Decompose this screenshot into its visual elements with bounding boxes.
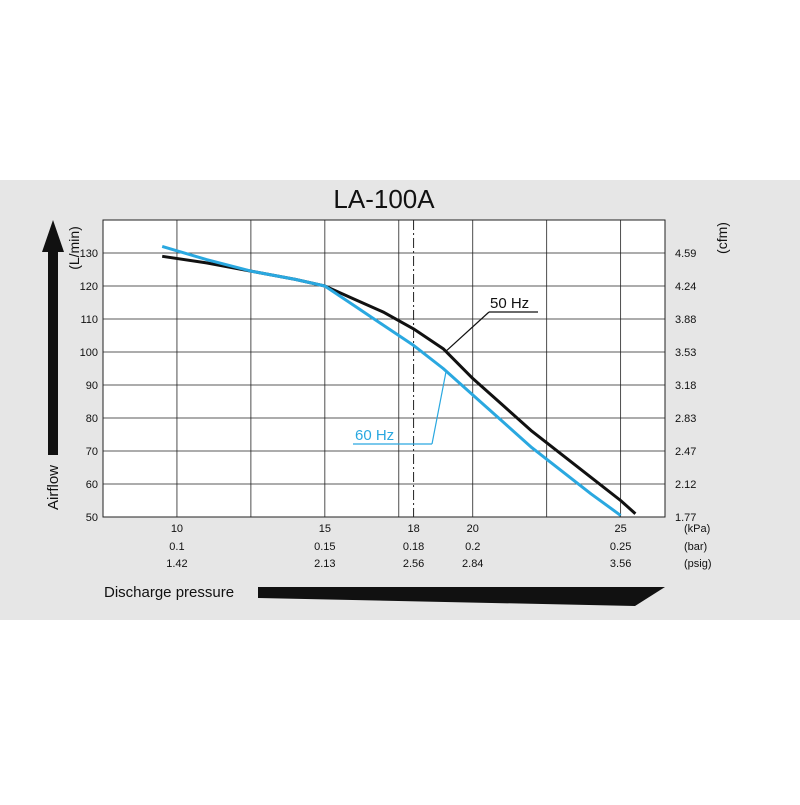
- x-unit-label: (kPa): [684, 523, 710, 535]
- x-tick-label-bar: 0.18: [403, 541, 424, 553]
- discharge-arrow-icon: [258, 587, 665, 606]
- airflow-arrow-icon: [42, 220, 64, 455]
- x-tick-labels: 10 0.1 1.42 15 0.15 2.13 18 0.18 2.56 20 0.2 2.84 25…: [166, 523, 711, 570]
- leader-line-60hz: [431, 371, 447, 445]
- left-y-tick-label: 60: [86, 479, 98, 491]
- right-y-tick-label: 4.24: [675, 281, 696, 293]
- left-y-tick-label: 100: [80, 347, 98, 359]
- right-y-tick-label: 2.47: [675, 446, 696, 458]
- x-tick-label-psig: 1.42: [166, 558, 187, 570]
- leader-line-50hz: [445, 311, 490, 352]
- x-tick-label-bar: 0.1: [169, 541, 184, 553]
- left-y-tick-label: 70: [86, 446, 98, 458]
- chart-title: LA-100A: [333, 184, 435, 214]
- series-annotations: 50 Hz 60 Hz: [353, 295, 538, 445]
- left-y-tick-label: 80: [86, 413, 98, 425]
- y-axis-title: Airflow: [45, 465, 62, 510]
- plot-area: [103, 220, 665, 517]
- x-tick-label-kpa: 20: [467, 523, 479, 535]
- x-tick-label-kpa: 15: [319, 523, 331, 535]
- plot-frame: [102, 219, 666, 518]
- left-y-tick-label: 130: [80, 248, 98, 260]
- x-tick-label-kpa: 18: [407, 523, 419, 535]
- right-y-tick-label: 4.59: [675, 248, 696, 260]
- right-y-tick-labels: 1.77 2.12 2.47 2.83 3.18 3.53 3.88 4.24 4.59: [675, 248, 696, 524]
- right-y-tick-label: 3.18: [675, 380, 696, 392]
- left-y-tick-label: 50: [86, 512, 98, 524]
- right-y-tick-label: 2.83: [675, 413, 696, 425]
- right-axis-unit: (cfm): [714, 222, 730, 254]
- left-y-tick-label: 90: [86, 380, 98, 392]
- x-axis-title: Discharge pressure: [104, 584, 234, 601]
- series-lines: [161, 244, 637, 517]
- series-label-50hz: 50 Hz: [490, 295, 529, 312]
- right-y-tick-label: 2.12: [675, 479, 696, 491]
- left-y-tick-label: 110: [80, 314, 98, 326]
- x-tick-label-kpa: 10: [171, 523, 183, 535]
- x-tick-label-bar: 0.15: [314, 541, 335, 553]
- x-unit-label: (psig): [684, 558, 712, 570]
- x-tick-label-psig: 2.13: [314, 558, 335, 570]
- x-tick-label-psig: 3.56: [610, 558, 631, 570]
- x-tick-label-psig: 2.84: [462, 558, 483, 570]
- left-y-tick-labels: 50 60 70 80 90 100 110 120 130: [80, 248, 98, 524]
- right-y-tick-label: 3.53: [675, 347, 696, 359]
- x-tick-label-bar: 0.25: [610, 541, 631, 553]
- right-y-tick-label: 3.88: [675, 314, 696, 326]
- left-y-tick-label: 120: [80, 281, 98, 293]
- series-line-60-hz: [161, 244, 622, 517]
- right-y-tick-label: 1.77: [675, 512, 696, 524]
- grid: [102, 219, 666, 518]
- x-unit-label: (bar): [684, 541, 707, 553]
- left-axis-unit: (L/min): [66, 226, 82, 270]
- x-tick-label-bar: 0.2: [465, 541, 480, 553]
- x-tick-label-kpa: 25: [615, 523, 627, 535]
- x-tick-label-psig: 2.56: [403, 558, 424, 570]
- series-label-60hz: 60 Hz: [355, 427, 394, 444]
